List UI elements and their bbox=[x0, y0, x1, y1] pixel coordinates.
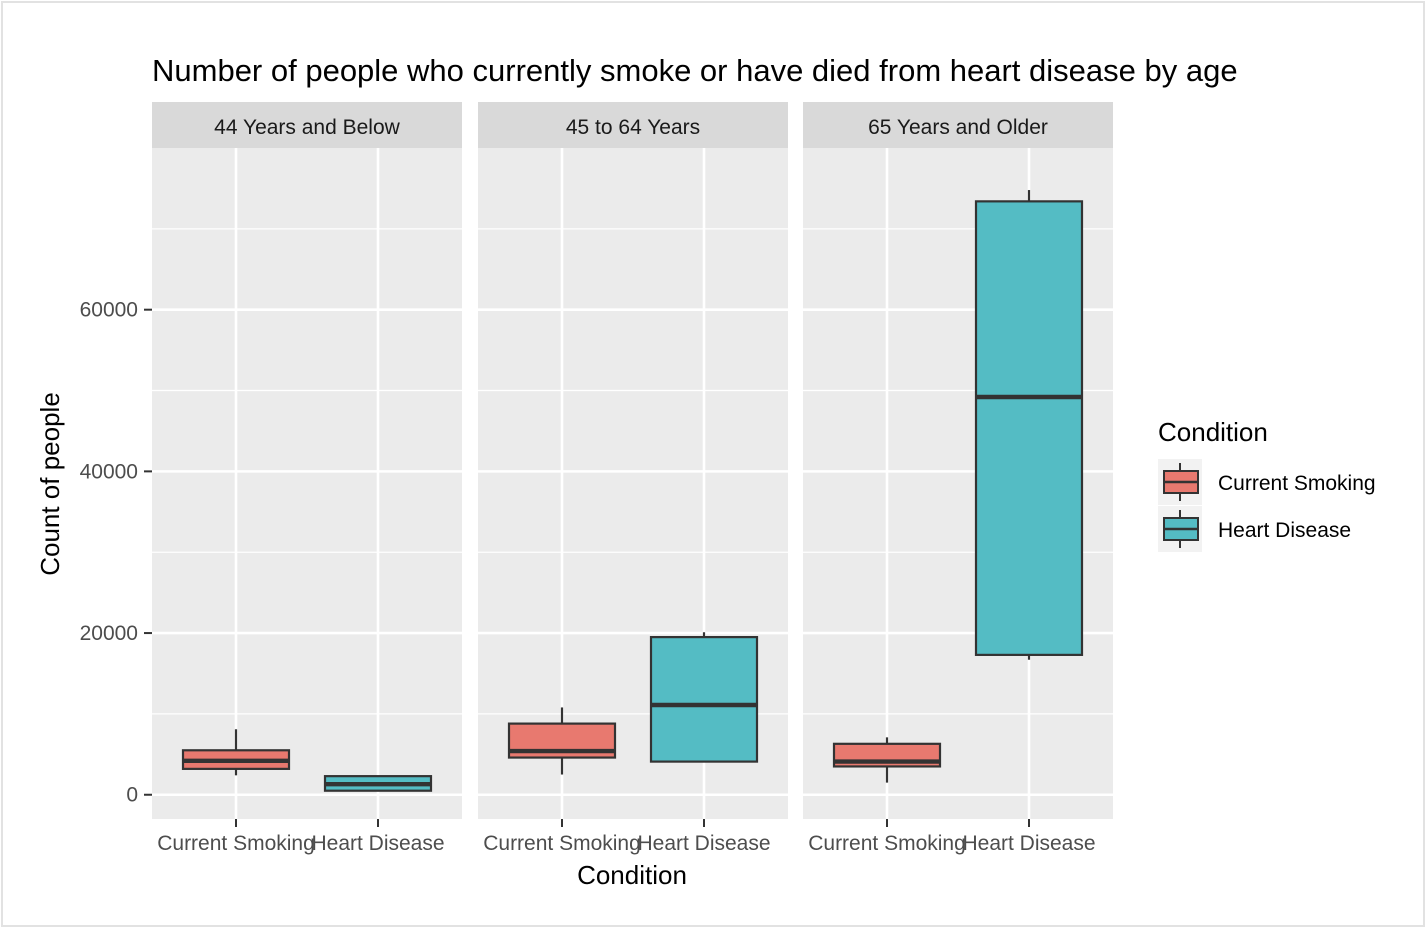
box-current-smoking bbox=[181, 729, 291, 776]
x-axis-label: Condition bbox=[577, 860, 687, 890]
y-tick-label: 20000 bbox=[80, 622, 138, 645]
box-current-smoking bbox=[832, 737, 942, 783]
facet-strip-label: 65 Years and Older bbox=[868, 116, 1048, 139]
box-iqr bbox=[649, 636, 759, 763]
y-tick-label: 0 bbox=[126, 784, 138, 807]
x-tick-label: Heart Disease bbox=[637, 832, 770, 855]
x-tick-label: Current Smoking bbox=[483, 832, 641, 855]
legend: Condition Current Smoking Heart Disease bbox=[1158, 417, 1376, 552]
x-tick-label: Current Smoking bbox=[157, 832, 315, 855]
facet-strip bbox=[803, 102, 1113, 148]
x-tick-label: Current Smoking bbox=[808, 832, 966, 855]
facet-strip-label: 45 to 64 Years bbox=[566, 116, 700, 139]
y-axis: 0 20000 40000 60000 bbox=[80, 299, 152, 807]
box-heart-disease bbox=[974, 190, 1084, 660]
x-tick-label: Heart Disease bbox=[311, 832, 444, 855]
box-current-smoking bbox=[507, 707, 617, 775]
panel-background bbox=[152, 148, 462, 819]
x-tick-label: Heart Disease bbox=[962, 832, 1095, 855]
chart-title: Number of people who currently smoke or … bbox=[152, 53, 1238, 88]
legend-item-current-smoking: Current Smoking bbox=[1158, 459, 1376, 505]
y-tick-label: 40000 bbox=[80, 460, 138, 483]
facet-strip-label: 44 Years and Below bbox=[214, 116, 400, 139]
box-iqr bbox=[974, 200, 1084, 656]
y-tick-label: 60000 bbox=[80, 299, 138, 322]
legend-title: Condition bbox=[1158, 417, 1268, 447]
legend-item-heart-disease: Heart Disease bbox=[1158, 506, 1351, 552]
box-heart-disease bbox=[323, 775, 433, 792]
legend-item-label: Heart Disease bbox=[1218, 519, 1351, 542]
y-axis-label: Count of people bbox=[35, 392, 65, 576]
facet-strip bbox=[152, 102, 462, 148]
facet-strip bbox=[478, 102, 788, 148]
box-heart-disease bbox=[649, 632, 759, 763]
legend-item-label: Current Smoking bbox=[1218, 472, 1376, 495]
